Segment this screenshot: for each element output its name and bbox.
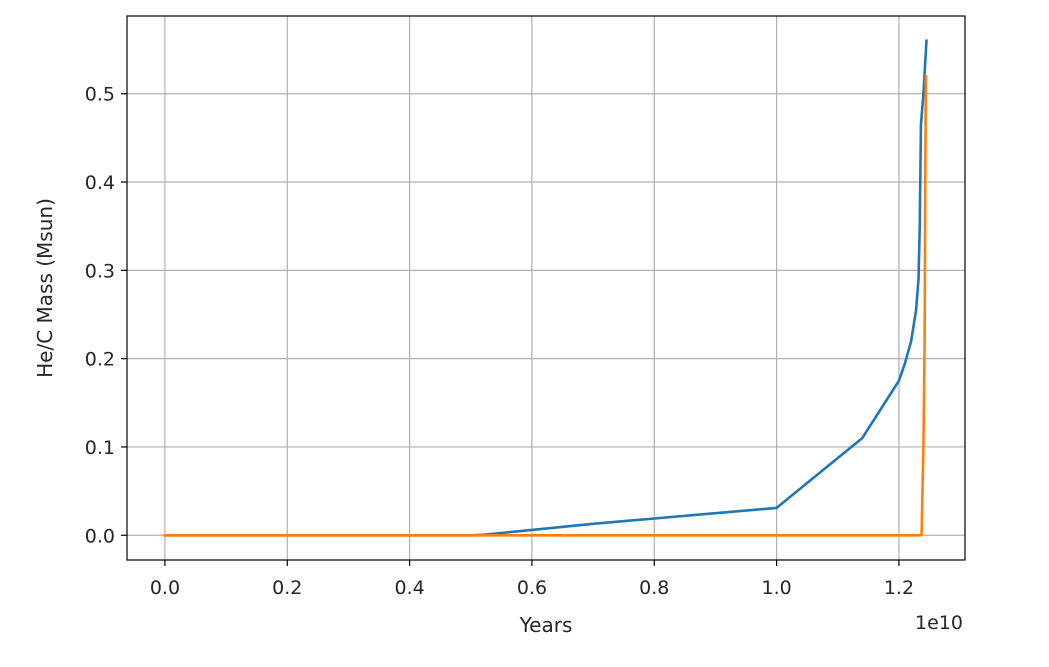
series-line-2 (163, 74, 928, 537)
y-tick-label: 0.1 (85, 437, 115, 459)
series-group (163, 39, 928, 537)
y-tick-label: 0.0 (85, 525, 115, 547)
x-tick-label: 0.8 (639, 577, 669, 599)
x-tick-label: 0.6 (517, 577, 547, 599)
x-tick-label: 0.4 (394, 577, 424, 599)
y-tick-label: 0.3 (85, 260, 115, 282)
y-tick-label: 0.5 (85, 84, 115, 106)
plot-frame (126, 15, 966, 561)
x-tick-label: 1.2 (884, 577, 914, 599)
y-axis-ticks: 0.0 0.1 0.2 0.3 0.4 0.5 (85, 84, 127, 547)
series-line-1 (163, 39, 928, 537)
x-tick-label: 1.0 (761, 577, 791, 599)
x-tick-label: 0.0 (150, 577, 180, 599)
plot-background (127, 16, 965, 560)
x-axis-label: Years (519, 613, 573, 637)
y-tick-label: 0.4 (85, 172, 115, 194)
grid-lines (127, 16, 965, 560)
x-tick-label: 0.2 (272, 577, 302, 599)
y-tick-label: 0.2 (85, 349, 115, 371)
y-axis-label: He/C Mass (Msun) (33, 198, 57, 378)
x-axis-offset-text: 1e10 (915, 612, 963, 634)
x-axis-ticks: 0.0 0.2 0.4 0.6 0.8 1.0 1.2 (150, 560, 914, 599)
